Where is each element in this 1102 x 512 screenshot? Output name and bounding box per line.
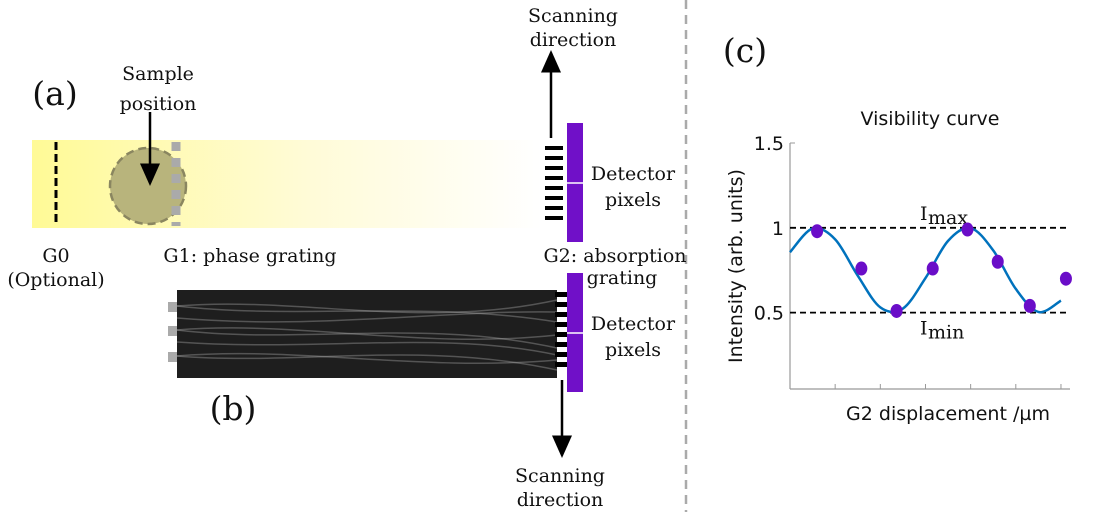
- chart-title: Visibility curve: [861, 108, 1000, 130]
- label: Sample: [122, 63, 194, 85]
- label: pixels: [605, 189, 661, 211]
- label: (Optional): [7, 269, 104, 291]
- data-point: [1060, 272, 1072, 286]
- panel-label: (b): [210, 389, 257, 428]
- reference-subscript: min: [928, 322, 964, 344]
- curve: [790, 228, 1061, 312]
- reference-label: I: [920, 318, 928, 340]
- y-tick-label: 1.5: [754, 133, 784, 155]
- label: pixels: [605, 339, 661, 361]
- data-point: [811, 224, 823, 238]
- data-point: [927, 262, 939, 276]
- y-axis-label: Intensity (arb. units): [725, 169, 747, 363]
- label: Detector: [591, 313, 676, 335]
- label: G0: [42, 245, 69, 267]
- data-point: [855, 262, 867, 276]
- reference-label: I: [920, 203, 928, 225]
- beam: [32, 140, 542, 228]
- y-tick-label: 0.5: [754, 303, 784, 325]
- y-tick-label: 1: [772, 218, 784, 240]
- label: Scanning: [528, 5, 618, 27]
- data-point: [1024, 299, 1036, 313]
- figure: (a) (b) Sample position Scanning directi…: [0, 0, 1102, 512]
- label: Scanning: [515, 465, 605, 487]
- data-point: [992, 255, 1004, 269]
- data-point: [891, 304, 903, 318]
- page: (a) (b) Sample position Scanning directi…: [0, 0, 1102, 512]
- reference-subscript: max: [928, 207, 968, 229]
- label: direction: [530, 29, 617, 51]
- data-point: [961, 223, 973, 237]
- panel-label: (c): [723, 31, 767, 70]
- label: position: [120, 93, 197, 115]
- label: G2: absorption: [543, 245, 686, 267]
- label: Detector: [591, 163, 676, 185]
- label: direction: [517, 489, 604, 511]
- x-axis-label: G2 displacement /µm: [846, 403, 1050, 425]
- label: grating: [587, 267, 658, 289]
- label: G1: phase grating: [163, 245, 336, 267]
- panel-label: (a): [32, 74, 77, 113]
- g1-grating-b: [168, 302, 177, 362]
